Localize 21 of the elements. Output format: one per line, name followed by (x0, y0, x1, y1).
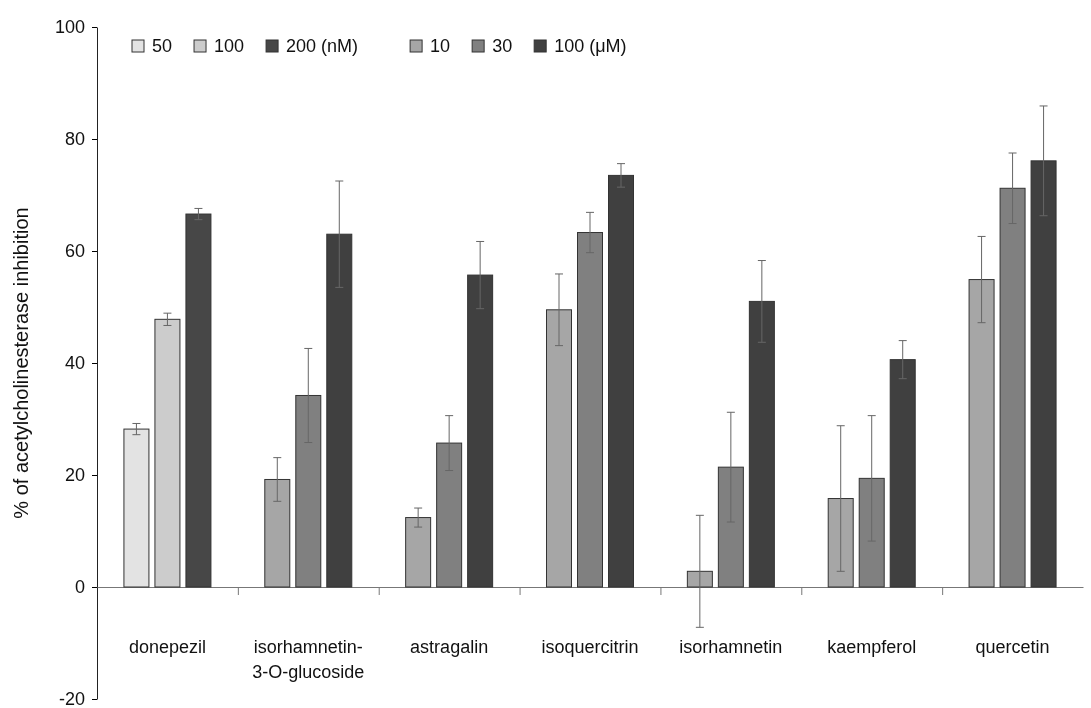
x-tick-label: isoquercitrin (541, 637, 639, 657)
y-tick-label: 20 (64, 465, 85, 486)
x-tick-label: isorhamnetin- 3-O-glucoside (252, 637, 365, 682)
x-tick-label: astragalin (410, 637, 489, 657)
legend-label: 100 (μM) (554, 36, 627, 56)
legend-label: 10 (430, 36, 451, 56)
y-tick-label: 60 (64, 241, 85, 262)
y-tick-label: -20 (58, 689, 85, 708)
y-axis-title: % of acetylcholinesterase inhibition (10, 207, 32, 519)
legend-label: 100 (214, 36, 245, 56)
legend-label: 200 (nM) (286, 36, 359, 56)
y-tick-label: 0 (74, 577, 85, 598)
legend-label: 30 (492, 36, 513, 56)
x-tick-label: quercetin (975, 637, 1050, 657)
y-tick-label: 80 (64, 129, 85, 150)
legend-label: 50 (152, 36, 173, 56)
y-tick-label: 100 (54, 17, 85, 38)
x-tick-label: donepezil (128, 637, 206, 657)
x-tick-label: kaempferol (827, 637, 917, 657)
y-tick-label: 40 (64, 353, 85, 374)
x-tick-label: isorhamnetin (679, 637, 783, 657)
